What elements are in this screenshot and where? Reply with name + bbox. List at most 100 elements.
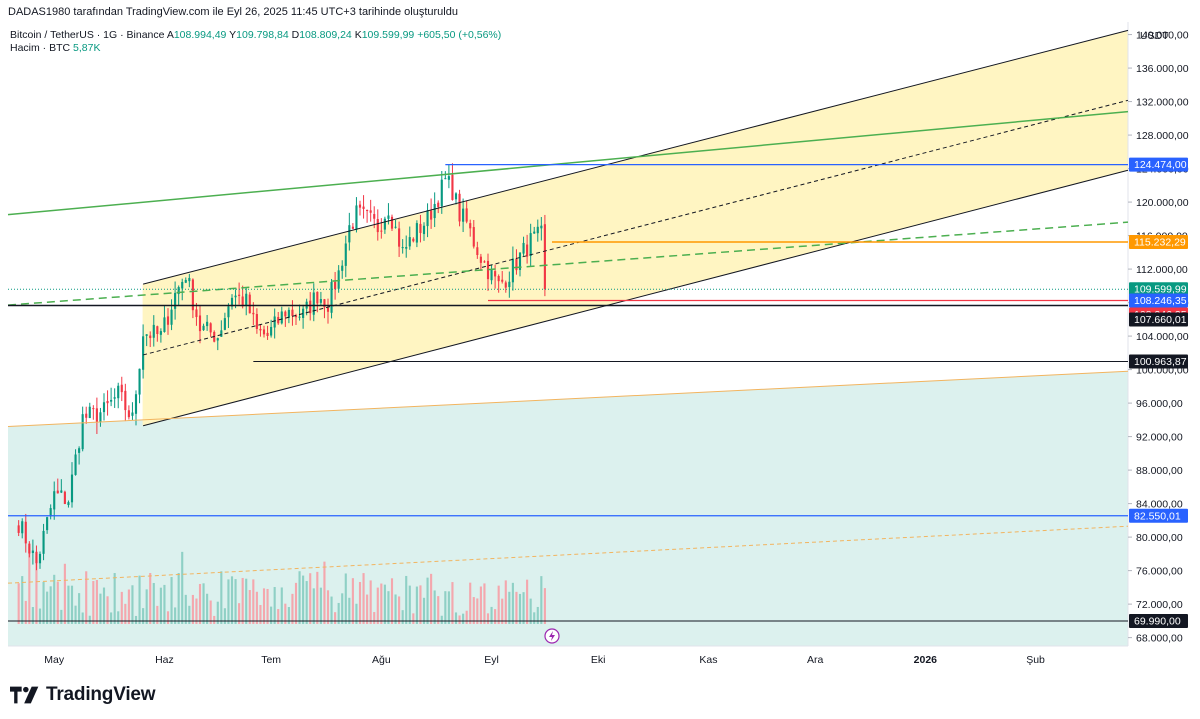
- volume-bar: [149, 573, 152, 624]
- volume-bar: [494, 609, 497, 624]
- candle-body: [319, 299, 322, 303]
- volume-bar: [351, 578, 354, 624]
- candle-body: [78, 448, 81, 453]
- price-axis-unit[interactable]: USDT: [1140, 30, 1169, 42]
- orange-trend-line: [7, 370, 1129, 428]
- volume-bar: [99, 593, 102, 624]
- candle-body: [42, 530, 45, 554]
- candle-body: [270, 326, 273, 336]
- volume-bar: [42, 581, 45, 624]
- volume-bar: [390, 578, 394, 624]
- candle-body: [341, 265, 344, 271]
- candle-body: [405, 246, 408, 249]
- volume-bar: [394, 594, 397, 624]
- low-value: 108.809,24: [299, 29, 352, 41]
- volume-legend[interactable]: Hacim · BTC 5,87K: [10, 42, 100, 54]
- price-tick-label: 84.000,00: [1136, 499, 1183, 511]
- candle-body: [387, 215, 390, 219]
- brand-name: TradingView: [46, 684, 156, 705]
- volume-bar: [127, 589, 130, 624]
- volume-bar: [526, 579, 529, 624]
- candle-body: [508, 281, 511, 288]
- candle-body: [383, 218, 386, 230]
- volume-bar: [35, 556, 38, 624]
- candle-body: [24, 521, 27, 544]
- candle-body: [277, 316, 280, 324]
- volume-bar: [198, 583, 202, 624]
- volume-bar: [56, 581, 59, 624]
- candle-body: [198, 315, 202, 332]
- price-tick-label: 80.000,00: [1136, 532, 1183, 544]
- volume-bar: [476, 598, 479, 624]
- green-trend-line: [7, 110, 1129, 216]
- volume-bar: [21, 576, 24, 624]
- candle-body: [476, 247, 479, 256]
- price-tick-label: 92.000,00: [1136, 432, 1183, 444]
- volume-bar: [195, 598, 198, 624]
- green-dashed-trend-line: [7, 221, 1129, 306]
- volume-bar: [437, 596, 440, 624]
- candle-body: [223, 318, 226, 330]
- candle-body: [284, 311, 287, 317]
- volume-bar: [245, 578, 248, 624]
- volume-bar: [341, 593, 344, 624]
- volume-bar: [277, 609, 280, 624]
- candle-body: [462, 208, 465, 222]
- volume-bar: [113, 573, 116, 624]
- candle-body: [252, 312, 255, 315]
- price-level-badge: [1129, 235, 1188, 250]
- volume-bar: [60, 609, 63, 624]
- candle-body: [248, 294, 251, 314]
- volume-bar: [138, 575, 141, 624]
- volume-bar: [31, 607, 34, 624]
- volume-bar: [337, 602, 340, 624]
- candle-body: [142, 336, 145, 370]
- volume-bar: [529, 598, 532, 624]
- volume-bar: [462, 613, 465, 624]
- volume-bar: [454, 612, 458, 624]
- volume-bar: [543, 588, 546, 624]
- volume-bar: [46, 591, 49, 624]
- volume-bar: [220, 571, 223, 624]
- candle-body: [95, 408, 98, 422]
- candle-body: [447, 176, 450, 180]
- candle-body: [159, 331, 162, 335]
- tradingview-brand[interactable]: TradingView: [10, 684, 156, 706]
- volume-bar: [508, 591, 511, 624]
- candle-body: [515, 258, 518, 271]
- close-label: K: [354, 29, 362, 41]
- open-value: 108.994,49: [173, 29, 227, 41]
- candle-body: [216, 338, 219, 341]
- candle-body: [390, 216, 394, 229]
- volume-bar: [426, 577, 429, 624]
- volume-bar: [238, 603, 241, 624]
- price-level-badge: [1129, 282, 1188, 297]
- change-value: +605,50 (+0,56%): [417, 29, 502, 41]
- volume-bar: [262, 588, 266, 624]
- candle-body: [152, 324, 155, 338]
- candle-body: [543, 224, 546, 290]
- candle-body: [46, 517, 49, 531]
- volume-bar: [408, 585, 411, 624]
- candle-body: [60, 490, 63, 493]
- price-level-badge: [1129, 613, 1188, 628]
- candle-body: [380, 230, 383, 232]
- candle-body: [323, 299, 326, 308]
- volume-bar: [291, 593, 294, 624]
- candle-body: [99, 412, 102, 422]
- candle-body: [366, 209, 369, 211]
- volume-bar: [38, 608, 42, 624]
- volume-bar: [28, 546, 31, 624]
- volume-bar: [234, 579, 237, 624]
- volume-bar: [106, 596, 109, 624]
- channel-fill: [143, 30, 1129, 426]
- candle-body: [138, 368, 141, 395]
- candle-body: [330, 282, 333, 313]
- volume-bar: [483, 583, 486, 624]
- volume-bar: [270, 606, 273, 624]
- symbol-legend[interactable]: Bitcoin / TetherUS · 1G · Binance A108.9…: [10, 29, 501, 41]
- volume-bar: [458, 615, 461, 624]
- candle-body: [238, 294, 241, 296]
- candle-body: [511, 258, 514, 283]
